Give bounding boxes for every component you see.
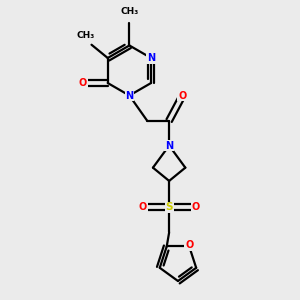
Text: O: O	[185, 240, 193, 250]
Text: CH₃: CH₃	[120, 7, 139, 16]
Text: S: S	[165, 202, 173, 212]
Text: O: O	[139, 202, 147, 212]
Text: N: N	[165, 141, 173, 151]
Text: N: N	[147, 53, 155, 63]
Text: N: N	[125, 91, 134, 100]
Text: O: O	[191, 202, 200, 212]
Text: O: O	[178, 91, 187, 100]
Text: O: O	[79, 78, 87, 88]
Text: CH₃: CH₃	[76, 31, 95, 40]
